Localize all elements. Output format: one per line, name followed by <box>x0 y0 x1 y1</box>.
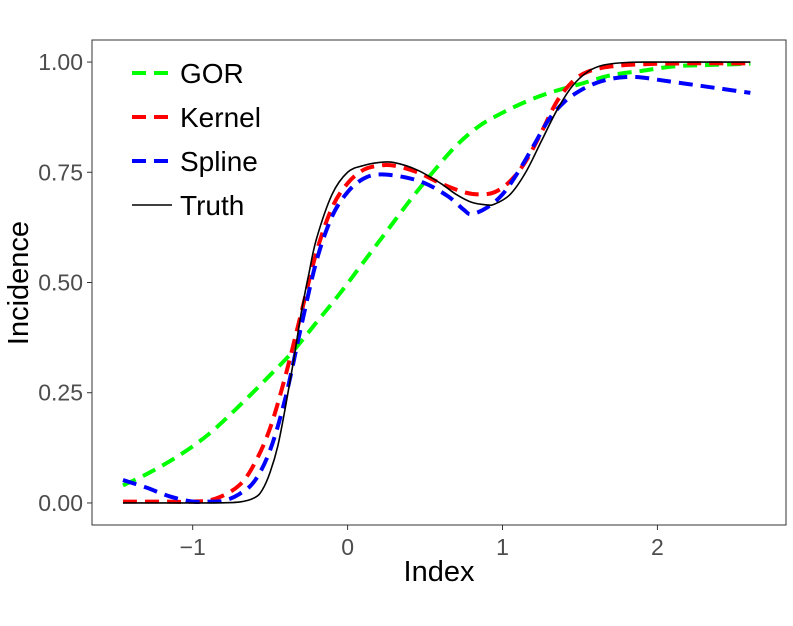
series-line-gor <box>122 61 751 488</box>
legend-label-spline: Spline <box>180 146 258 177</box>
series-line-spline <box>122 74 751 505</box>
x-tick-label: 0 <box>341 534 354 560</box>
legend-label-kernel: Kernel <box>180 102 261 133</box>
x-tick-label: 1 <box>496 534 509 560</box>
y-axis-ticks: 0.00 0.25 0.50 0.75 1.00 <box>38 49 92 516</box>
legend-label-truth: Truth <box>180 190 244 221</box>
y-tick-label: 1.00 <box>38 49 83 75</box>
legend-label-gor: GOR <box>180 58 244 89</box>
y-tick-label: 0.50 <box>38 270 83 296</box>
x-tick-label: −1 <box>180 534 206 560</box>
y-tick-label: 0.75 <box>38 159 83 185</box>
x-axis-ticks: −1 0 1 2 <box>180 525 664 560</box>
y-axis-title: Incidence <box>3 221 35 345</box>
y-tick-label: 0.00 <box>38 490 83 516</box>
y-tick-label: 0.25 <box>38 380 83 406</box>
x-tick-label: 2 <box>651 534 664 560</box>
legend: GOR Kernel Spline Truth <box>132 58 261 221</box>
series-layer <box>122 61 751 505</box>
plot-panel <box>91 39 787 526</box>
series-line-kernel <box>122 61 751 504</box>
x-axis-title: Index <box>404 556 475 588</box>
series-line-truth <box>122 61 751 504</box>
